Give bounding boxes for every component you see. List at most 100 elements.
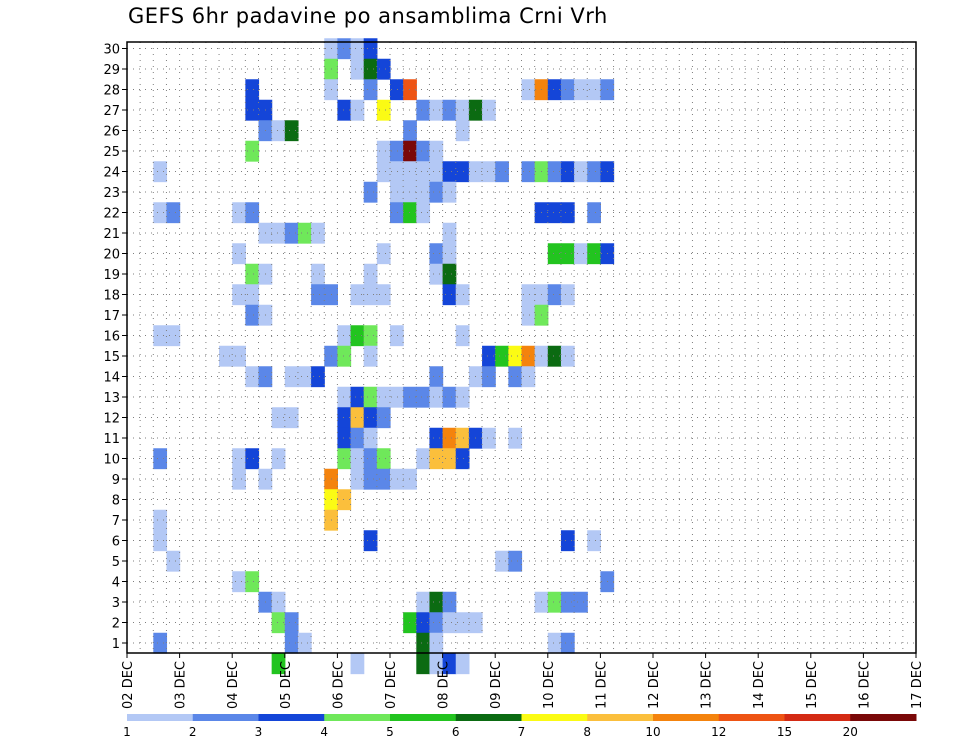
heatmap-cell xyxy=(376,284,391,306)
heatmap-cell xyxy=(587,161,601,183)
x-tick-label: 02 DEC xyxy=(121,661,136,709)
heatmap-cell xyxy=(390,181,404,203)
heatmap-cell xyxy=(153,202,168,224)
heatmap-cell xyxy=(560,161,575,183)
heatmap-cell xyxy=(311,263,325,285)
heatmap-cell xyxy=(403,161,417,183)
heatmap-cell xyxy=(429,263,444,285)
heatmap-cell xyxy=(350,386,365,408)
colorbar-swatch xyxy=(718,714,785,721)
heatmap-cell xyxy=(429,632,444,654)
heatmap-cell xyxy=(560,243,575,265)
heatmap-cell xyxy=(574,243,588,265)
heatmap-cell xyxy=(337,427,352,449)
heatmap-cell xyxy=(429,243,444,265)
heatmap-cell xyxy=(363,427,378,449)
heatmap-cell xyxy=(166,325,181,347)
colorbar-label: 5 xyxy=(386,725,394,739)
colorbar-swatch xyxy=(390,714,457,721)
heatmap-cell xyxy=(337,325,352,347)
y-tick-label: 11 xyxy=(103,432,120,447)
heatmap-cell xyxy=(521,79,536,101)
heatmap-cell xyxy=(587,530,601,552)
colorbar-label: 1 xyxy=(123,725,131,739)
x-tick-label: 14 DEC xyxy=(752,661,767,709)
heatmap-cell xyxy=(350,468,365,490)
heatmap-cell xyxy=(284,222,299,244)
y-tick-label: 14 xyxy=(103,371,120,386)
heatmap-cell xyxy=(508,366,523,388)
y-tick-label: 25 xyxy=(103,145,120,160)
heatmap-cell xyxy=(232,468,246,490)
x-tick-label: 11 DEC xyxy=(594,661,609,709)
y-tick-label: 5 xyxy=(112,555,120,570)
heatmap-cell xyxy=(390,140,404,162)
y-tick-label: 15 xyxy=(103,350,120,365)
colorbar-label: 8 xyxy=(583,725,591,739)
heatmap-cell xyxy=(363,407,378,429)
heatmap-cell xyxy=(271,448,286,470)
heatmap-cell xyxy=(245,99,260,121)
heatmap-cell xyxy=(560,284,575,306)
heatmap-cell xyxy=(376,243,391,265)
heatmap-cell xyxy=(482,345,496,367)
heatmap-cell xyxy=(429,612,444,634)
heatmap-cell xyxy=(442,591,457,613)
heatmap-cell xyxy=(297,222,312,244)
heatmap-cell xyxy=(455,386,470,408)
heatmap-cell xyxy=(416,161,431,183)
colorbar-label: 10 xyxy=(645,725,660,739)
heatmap-cell xyxy=(153,530,168,552)
heatmap-cell xyxy=(547,591,562,613)
heatmap-cell xyxy=(376,448,391,470)
colorbar-swatch xyxy=(653,714,720,721)
x-tick-label: 15 DEC xyxy=(805,661,820,709)
heatmap-cell xyxy=(574,591,588,613)
heatmap-cell xyxy=(376,386,391,408)
heatmap-cell xyxy=(363,38,378,60)
heatmap-cell xyxy=(284,120,299,142)
y-tick-label: 20 xyxy=(103,248,120,263)
heatmap-cell xyxy=(574,161,588,183)
heatmap-cell xyxy=(245,284,260,306)
heatmap-cell xyxy=(403,202,417,224)
heatmap-cell xyxy=(442,263,457,285)
heatmap-cell xyxy=(297,366,312,388)
heatmap-cell xyxy=(416,386,431,408)
x-tick-label: 03 DEC xyxy=(174,661,189,709)
heatmap-cell xyxy=(508,550,523,572)
colorbar-swatch xyxy=(192,714,259,721)
heatmap-cell xyxy=(442,427,457,449)
y-tick-label: 22 xyxy=(103,207,120,222)
heatmap-cell xyxy=(547,243,562,265)
colorbar-swatch xyxy=(258,714,325,721)
heatmap-cell xyxy=(363,181,378,203)
heatmap-cell xyxy=(232,345,246,367)
heatmap-cell xyxy=(284,612,299,634)
y-tick-label: 24 xyxy=(103,166,120,181)
heatmap-cell xyxy=(495,550,509,572)
heatmap-cell xyxy=(403,468,417,490)
y-tick-label: 23 xyxy=(103,186,120,201)
heatmap-cell xyxy=(232,284,246,306)
x-tick-label: 09 DEC xyxy=(489,661,504,709)
colorbar-swatch xyxy=(521,714,588,721)
heatmap-cell xyxy=(390,386,404,408)
heatmap-cell xyxy=(495,345,509,367)
chart-title: GEFS 6hr padavine po ansamblima Crni Vrh xyxy=(128,4,608,28)
y-tick-label: 10 xyxy=(103,453,120,468)
heatmap-cell xyxy=(271,407,286,429)
heatmap-cell xyxy=(429,181,444,203)
colorbar-swatch xyxy=(850,714,917,721)
x-tick-label: 13 DEC xyxy=(700,661,715,709)
heatmap-cell xyxy=(376,407,391,429)
colorbar-label: 7 xyxy=(518,725,526,739)
heatmap-cell xyxy=(363,345,378,367)
heatmap-cell xyxy=(403,79,417,101)
heatmap-cell xyxy=(166,550,181,572)
heatmap-cell xyxy=(574,79,588,101)
heatmap-cell xyxy=(390,468,404,490)
heatmap-cell xyxy=(416,632,431,654)
heatmap-cell xyxy=(429,99,444,121)
heatmap-cell xyxy=(508,427,523,449)
